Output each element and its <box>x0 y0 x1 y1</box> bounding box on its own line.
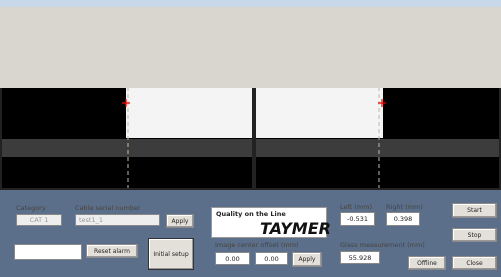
label: Cable serial number <box>75 204 141 212</box>
label: Right (mm) <box>386 203 423 211</box>
logo-tagline: Quality on the Line <box>216 210 286 218</box>
right-value: 0.398 <box>386 212 420 226</box>
close-button[interactable]: Close <box>452 256 497 270</box>
screen: Category CAT 1 Cable serial number test1… <box>0 0 501 277</box>
label: Glass measurement (mm) <box>340 241 425 249</box>
label: Category <box>16 204 46 212</box>
category-select[interactable]: CAT 1 <box>16 214 62 226</box>
reflection-left <box>2 139 252 157</box>
offline-button[interactable]: Offline <box>408 256 446 270</box>
start-button[interactable]: Start <box>452 203 497 218</box>
label: Left (mm) <box>340 203 372 211</box>
apply-button[interactable]: Apply <box>166 214 194 228</box>
initial-setup-button[interactable]: Initial setup <box>148 238 194 270</box>
left-value: -0.531 <box>340 212 375 226</box>
glass-left <box>126 88 252 138</box>
offset-x[interactable]: 0.00 <box>215 252 250 265</box>
logo: Quality on the Line TAYMER <box>211 207 327 238</box>
glass-value: 55.928 <box>340 251 380 264</box>
glass-right <box>256 88 383 138</box>
offset-y[interactable]: 0.00 <box>255 252 288 265</box>
control-panel <box>0 0 501 88</box>
label: Image center offset (mm) <box>215 241 299 249</box>
apply-button[interactable]: Apply <box>292 252 322 267</box>
logo-name: TAYMER <box>260 219 331 238</box>
reflection-right <box>256 139 499 157</box>
alarm-box <box>14 244 82 260</box>
serial-input[interactable]: test1_1 <box>75 214 160 226</box>
reset-alarm-button[interactable]: Reset alarm <box>86 244 138 258</box>
panel-titlebar <box>0 0 501 7</box>
stop-button[interactable]: Stop <box>452 228 497 242</box>
